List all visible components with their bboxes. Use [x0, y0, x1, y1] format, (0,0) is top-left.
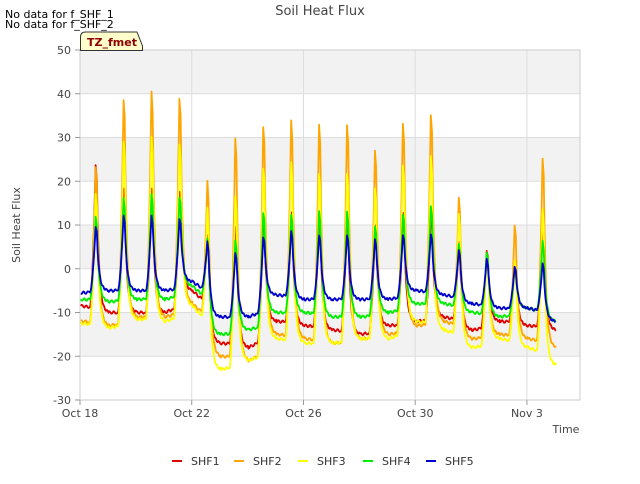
legend-item-shf4: SHF4	[363, 455, 411, 468]
x-tick-label: Oct 22	[173, 407, 210, 420]
badge-shape	[80, 31, 143, 51]
grid-band	[80, 50, 580, 94]
y-tick-label: -10	[53, 307, 71, 320]
legend-item-shf3: SHF3	[298, 455, 346, 468]
x-tick-label: Oct 30	[397, 407, 434, 420]
y-tick-label: 0	[64, 263, 71, 276]
badge-label: TZ_fmet	[87, 36, 137, 49]
legend-label: SHF1	[191, 455, 220, 468]
legend-label: SHF2	[253, 455, 282, 468]
legend-item-shf2: SHF2	[234, 455, 282, 468]
y-tick-label: 10	[57, 219, 71, 232]
grid-band	[80, 93, 580, 138]
y-tick-label: -20	[53, 350, 71, 363]
y-tick-label: -30	[53, 394, 71, 407]
x-tick-labels: Oct 18 Oct 22 Oct 26 Oct 30 Nov 3	[62, 400, 543, 420]
y-tick-label: 20	[57, 175, 71, 188]
series-lines	[80, 90, 557, 372]
y-tick-label: 50	[57, 44, 71, 57]
legend-label: SHF5	[445, 455, 474, 468]
legend-item-shf1: SHF1	[172, 455, 220, 468]
y-axis-label: Soil Heat Flux	[10, 187, 23, 263]
x-axis-label: Time	[552, 423, 580, 436]
site-badge: TZ_fmet	[80, 31, 143, 51]
x-tick-label: Nov 3	[511, 407, 543, 420]
y-tick-labels: -30 -20 -10 0 10 20 30 40 50	[53, 44, 80, 407]
grid-band	[80, 225, 580, 269]
y-tick-label: 30	[57, 132, 71, 145]
grid-band	[80, 356, 580, 400]
x-tick-label: Oct 26	[285, 407, 322, 420]
x-tick-label: Oct 18	[62, 407, 99, 420]
legend: SHF1 SHF2 SHF3 SHF4 SHF5	[172, 455, 474, 468]
series-line-shf5	[80, 214, 557, 323]
legend-item-shf5: SHF5	[426, 455, 474, 468]
y-tick-label: 40	[57, 88, 71, 101]
grid-band	[80, 137, 580, 182]
legend-label: SHF3	[317, 455, 346, 468]
no-data-note-1: No data for f_SHF_1	[5, 8, 114, 21]
grid-band	[80, 181, 580, 225]
no-data-note-2: No data for f_SHF_2	[5, 18, 114, 31]
legend-label: SHF4	[382, 455, 411, 468]
chart-title: Soil Heat Flux	[275, 4, 365, 19]
